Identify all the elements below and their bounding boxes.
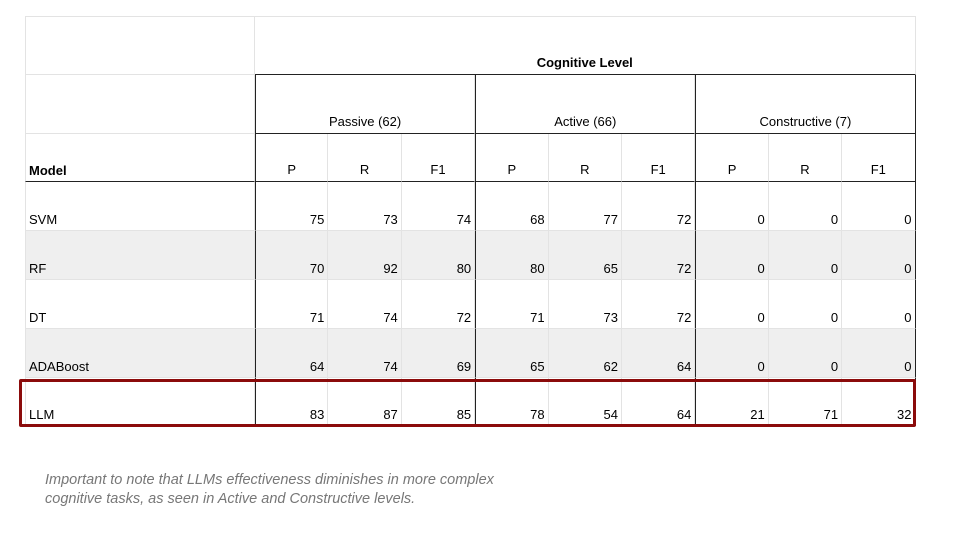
table-cell: 72 xyxy=(621,280,696,329)
table-cell: 0 xyxy=(842,280,916,329)
table-cell: 77 xyxy=(548,182,622,231)
row-label: ADABoost xyxy=(25,329,255,378)
cognitive-level-header: Cognitive Level xyxy=(255,16,916,75)
table-cell: 65 xyxy=(548,231,622,280)
table-cell: 68 xyxy=(475,182,549,231)
table-cell: 64 xyxy=(255,329,329,378)
table-cell: 92 xyxy=(328,231,402,280)
table-cell: 74 xyxy=(401,182,476,231)
blank-header-cell xyxy=(25,75,255,134)
table-cell: 0 xyxy=(768,231,843,280)
table-cell: 73 xyxy=(328,182,402,231)
table-cell: 71 xyxy=(255,280,329,329)
group-header: Active (66) xyxy=(475,75,696,134)
metric-header: P xyxy=(475,134,549,182)
table-cell: 75 xyxy=(255,182,329,231)
metric-header: R xyxy=(328,134,402,182)
table-cell: 80 xyxy=(475,231,549,280)
table-cell: 64 xyxy=(621,329,696,378)
results-table: Cognitive Level Passive (62) Active (66) Co… xyxy=(25,16,916,426)
row-label: RF xyxy=(25,231,255,280)
group-header: Constructive (7) xyxy=(695,75,916,134)
table-cell: 0 xyxy=(768,329,843,378)
group-header: Passive (62) xyxy=(255,75,476,134)
metric-header: R xyxy=(768,134,843,182)
row-label: SVM xyxy=(25,182,255,231)
table-cell: 0 xyxy=(695,182,769,231)
footnote-line-2: cognitive tasks, as seen in Active and C… xyxy=(45,491,416,507)
footnote: Important to note that LLMs effectivenes… xyxy=(45,471,645,509)
metric-header: P xyxy=(255,134,329,182)
table-cell: 72 xyxy=(621,182,696,231)
table-cell: 0 xyxy=(842,231,916,280)
table-cell: 72 xyxy=(621,231,696,280)
footnote-line-1: Important to note that LLMs effectivenes… xyxy=(45,472,494,488)
table-cell: 0 xyxy=(768,280,843,329)
metric-header: R xyxy=(548,134,622,182)
table-cell: 0 xyxy=(842,329,916,378)
table-cell: 65 xyxy=(475,329,549,378)
table-cell: 74 xyxy=(328,329,402,378)
table-cell: 0 xyxy=(768,182,843,231)
table-cell: 0 xyxy=(695,280,769,329)
table-cell: 80 xyxy=(401,231,476,280)
table-cell: 70 xyxy=(255,231,329,280)
metric-header: F1 xyxy=(401,134,476,182)
table-cell: 73 xyxy=(548,280,622,329)
metric-header: F1 xyxy=(621,134,696,182)
table-cell: 0 xyxy=(842,182,916,231)
table-cell: 0 xyxy=(695,329,769,378)
metric-header: F1 xyxy=(842,134,916,182)
table-cell: 62 xyxy=(548,329,622,378)
table-cell: 72 xyxy=(401,280,476,329)
row-label: DT xyxy=(25,280,255,329)
llm-row-highlight xyxy=(19,379,916,427)
table-cell: 74 xyxy=(328,280,402,329)
model-column-header: Model xyxy=(25,134,255,182)
corner-cell xyxy=(25,16,255,75)
table-cell: 71 xyxy=(475,280,549,329)
table-cell: 69 xyxy=(401,329,476,378)
table-cell: 0 xyxy=(695,231,769,280)
metric-header: P xyxy=(695,134,769,182)
